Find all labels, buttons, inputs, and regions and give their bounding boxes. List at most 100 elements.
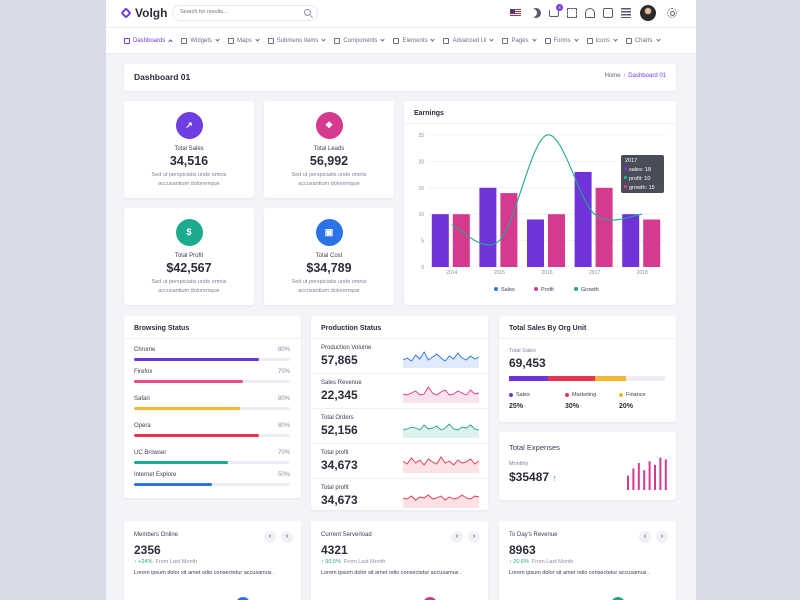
stat-card: ▣ Total Cost $34,789 Sed ut perspiciatis un… [264, 208, 394, 305]
nav-item-3[interactable]: Submenu items [267, 37, 327, 44]
metric-title: Current Serverload [321, 532, 372, 538]
bell-icon[interactable] [585, 8, 595, 18]
legend-dot [574, 287, 578, 291]
nav-item-9[interactable]: Icons [586, 37, 618, 44]
browsing-title: Browsing Status [134, 325, 190, 332]
breadcrumb-home[interactable]: Home [604, 73, 621, 79]
bar-profit[interactable] [643, 219, 661, 267]
stat-label: Total Sales [174, 146, 204, 152]
expense-bar [664, 459, 667, 490]
progress-track [134, 407, 290, 410]
nav-icon [586, 37, 593, 44]
x-tick-label: 2017 [589, 270, 600, 276]
browser-percent: 80% [277, 423, 290, 429]
chevron-right-icon[interactable]: › [281, 531, 293, 543]
main-nav: Dashboards Widgets Maps Submenu items Compon… [106, 28, 696, 54]
nav-label: Icons [595, 37, 610, 44]
org-legend-name: Finance [626, 392, 646, 398]
nav-item-7[interactable]: Pages [502, 37, 537, 44]
stat-card: $ Total Profit $42,567 Sed ut perspiciatis … [124, 208, 254, 305]
org-legend-name: Sales [516, 392, 530, 398]
chevron-right-icon[interactable]: › [656, 531, 668, 543]
metric-change: ↑ 90.5% From Last Month [321, 559, 385, 565]
legend-label[interactable]: Profit [541, 287, 554, 293]
fullscreen-icon[interactable] [567, 8, 577, 18]
bar-profit[interactable] [595, 187, 613, 267]
nav-item-4[interactable]: Components [334, 37, 386, 44]
stat-card: ↗ Total Sales 34,516 Sed ut perspiciatis un… [124, 101, 254, 198]
nav-label: Advanced Ui [452, 37, 487, 44]
sparkline-line [403, 423, 479, 431]
nav-label: Components [343, 37, 378, 44]
avatar[interactable] [640, 5, 656, 21]
chevron-left-icon[interactable]: ‹ [451, 531, 463, 543]
nav-item-10[interactable]: Charts [625, 37, 661, 44]
org-segment [509, 376, 548, 381]
chevron-down-icon [215, 37, 220, 42]
chevron-right-icon[interactable]: › [468, 531, 480, 543]
bar-profit[interactable] [452, 214, 470, 267]
sparkline [403, 494, 479, 508]
breadcrumb-separator: / [623, 73, 626, 79]
expense-bar [632, 468, 635, 490]
bar-sales[interactable] [431, 214, 449, 267]
org-legend-item: Marketing 30% [565, 392, 596, 410]
nav-label: Elements [402, 37, 428, 44]
arrow-up-icon: ↑ [134, 559, 139, 565]
browser-name: Internet Explore [134, 472, 177, 478]
expenses-sparkbars [627, 457, 667, 490]
growth-line [451, 134, 643, 246]
bar-profit[interactable] [500, 193, 518, 267]
metric-change-text: From Last Month [343, 559, 386, 565]
org-value: 69,453 [509, 356, 546, 370]
search-icon[interactable] [304, 9, 311, 16]
search-input[interactable] [180, 9, 300, 15]
bar-profit[interactable] [548, 214, 565, 267]
nav-label: Forms [553, 37, 571, 44]
chevron-down-icon [321, 37, 327, 42]
chat-icon[interactable] [603, 8, 613, 18]
nav-item-1[interactable]: Widgets [181, 37, 220, 44]
org-title: Total Sales By Org Unit [509, 325, 587, 332]
bar-sales[interactable] [574, 171, 592, 267]
tooltip-text: profit: 10 [629, 176, 650, 182]
bar-sales[interactable] [527, 219, 544, 267]
gear-icon[interactable] [667, 8, 677, 18]
bar-sales[interactable] [479, 187, 497, 267]
metric-title: To Day's Revenue [509, 532, 558, 538]
y-tick-label: 15 [418, 186, 424, 192]
org-legend-percent: 20% [619, 403, 634, 410]
y-tick-label: 25 [418, 133, 424, 139]
nav-item-0[interactable]: Dashboards [124, 37, 173, 44]
stat-label: Total Leads [313, 146, 345, 152]
legend-label[interactable]: Growth [581, 287, 599, 293]
chevron-down-icon [168, 39, 173, 44]
production-value: 34,673 [321, 493, 358, 507]
nav-label: Dashboards [133, 37, 166, 44]
browser-percent: 80% [277, 347, 290, 353]
production-value: 57,865 [321, 353, 358, 367]
sparkline-area [403, 495, 479, 508]
legend-dot [534, 287, 538, 291]
earnings-title: Earnings [414, 110, 444, 117]
metric-change-text: From Last Month [155, 559, 198, 565]
chevron-left-icon[interactable]: ‹ [264, 531, 276, 543]
chevron-down-icon [430, 37, 436, 42]
nav-item-8[interactable]: Forms [544, 37, 579, 44]
nav-item-6[interactable]: Advanced Ui [443, 37, 495, 44]
menu-icon[interactable] [621, 8, 631, 18]
browser-percent: 70% [277, 369, 290, 375]
org-segment [594, 376, 626, 381]
bar-sales[interactable] [622, 214, 640, 267]
metric-change-text: From Last Month [531, 559, 574, 565]
page-title: Dashboard 01 [134, 72, 191, 82]
moon-icon[interactable] [531, 8, 541, 18]
nav-item-2[interactable]: Maps [228, 37, 260, 44]
us-flag-icon[interactable] [510, 9, 521, 17]
chevron-left-icon[interactable]: ‹ [639, 531, 651, 543]
legend-label[interactable]: Sales [501, 287, 515, 293]
cart-icon[interactable] [549, 10, 559, 17]
org-legend-item: Finance 20% [619, 392, 646, 410]
logo[interactable]: Volgh [120, 6, 167, 20]
nav-item-5[interactable]: Elements [393, 37, 436, 44]
